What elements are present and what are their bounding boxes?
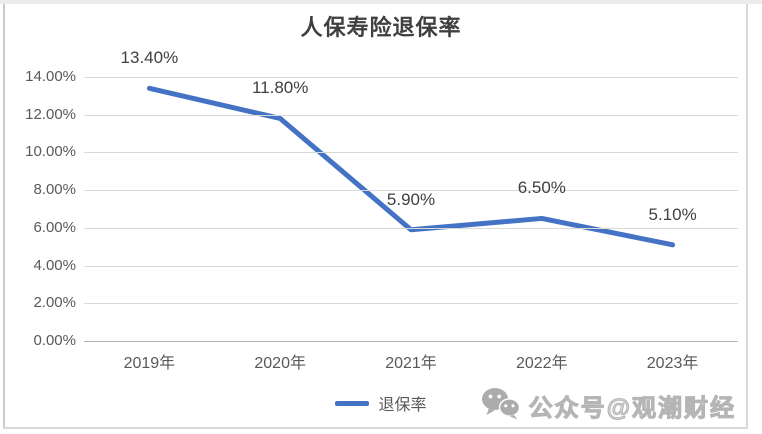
frame-border-top — [0, 0, 762, 4]
y-axis-tick-label: 4.00% — [33, 256, 76, 274]
gridline — [84, 227, 738, 229]
y-axis-tick-label: 0.00% — [33, 332, 76, 349]
gridline — [84, 114, 738, 116]
watermark-text: 公众号@观潮财经 — [528, 394, 736, 422]
series-line — [146, 85, 676, 248]
wechat-icon — [481, 386, 521, 425]
gridline — [84, 265, 738, 267]
legend-label: 退保率 — [378, 397, 427, 414]
gridline — [84, 190, 738, 192]
y-axis-tick-label: 8.00% — [33, 181, 76, 199]
frame-border-bottom — [3, 427, 748, 429]
x-axis-label: 2023年 — [646, 355, 699, 372]
frame-border-left — [3, 4, 5, 429]
x-axis-line — [84, 341, 738, 342]
y-axis-tick-label: 2.00% — [33, 294, 76, 312]
chart-title: 人保寿险退保率 — [300, 15, 462, 41]
x-axis-label: 2022年 — [515, 355, 568, 372]
y-axis-tick-label: 14.00% — [25, 68, 76, 85]
y-axis-tick-label: 10.00% — [25, 143, 76, 161]
data-point-label: 6.50% — [517, 178, 566, 198]
legend-line-swatch — [335, 400, 370, 406]
data-point-label: 13.40% — [120, 48, 179, 68]
gridline — [84, 152, 738, 154]
data-point-label: 5.10% — [648, 204, 697, 224]
y-axis-tick-label: 6.00% — [33, 218, 76, 236]
x-axis-label: 2020年 — [254, 355, 306, 372]
data-point-label: 5.90% — [386, 189, 436, 209]
x-axis-label: 2021年 — [385, 355, 437, 372]
frame-border-right — [746, 4, 748, 429]
gridline — [84, 77, 738, 78]
legend: 退保率 — [0, 392, 762, 414]
watermark: 公众号@观潮财经 — [481, 386, 736, 425]
data-point-label: 11.80% — [251, 78, 309, 98]
y-axis-tick-label: 12.00% — [25, 105, 76, 123]
x-axis-label: 2019年 — [123, 355, 176, 372]
gridline — [84, 303, 738, 305]
